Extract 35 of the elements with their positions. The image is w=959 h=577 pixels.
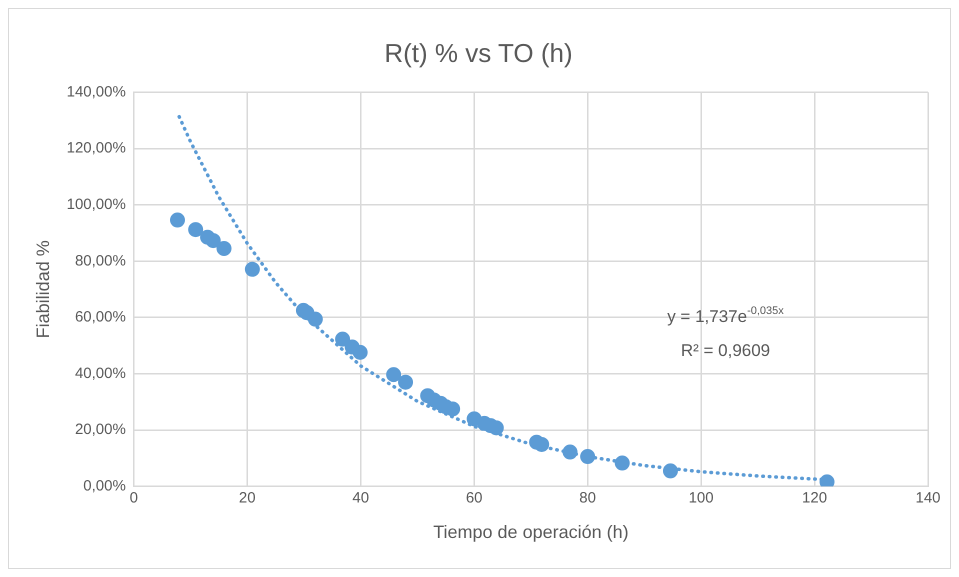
point [170,212,185,228]
annotation: R² = 0,9609 [680,341,770,360]
x-tick-label: 80 [579,490,596,507]
y-axis-title: Fiabilidad % [32,240,53,338]
chart-title: R(t) % vs TO (h) [384,38,573,68]
point [308,312,323,327]
point [188,222,204,238]
x-tick-label: 60 [466,490,483,507]
y-tick-label: 80,00% [74,252,126,270]
y-tick-label: 0,00% [83,478,126,495]
x-tick-label: 140 [915,490,941,507]
x-tick-label: 20 [238,490,256,507]
point [562,444,578,460]
x-tick-label: 100 [688,490,714,507]
point [206,233,221,248]
y-tick-label: 100,00% [66,196,126,213]
x-tick-label: 40 [352,490,370,507]
point [398,374,414,390]
point [662,463,678,478]
x-tick-label: 0 [130,490,138,507]
point [386,367,402,382]
y-tick-label: 20,00% [74,421,126,438]
point [534,436,550,452]
point [614,456,630,471]
x-axis-title: Tiempo de operación (h) [433,522,629,542]
y-tick-label: 60,00% [74,308,126,326]
point [244,262,260,277]
x-tick-label: 120 [802,490,828,507]
point [580,449,596,464]
y-tick-label: 120,00% [66,140,126,157]
point [352,344,368,360]
point [216,240,232,256]
y-tick-label: 40,00% [74,364,126,382]
y-tick-label: 140,00% [66,83,126,100]
point [335,332,350,347]
